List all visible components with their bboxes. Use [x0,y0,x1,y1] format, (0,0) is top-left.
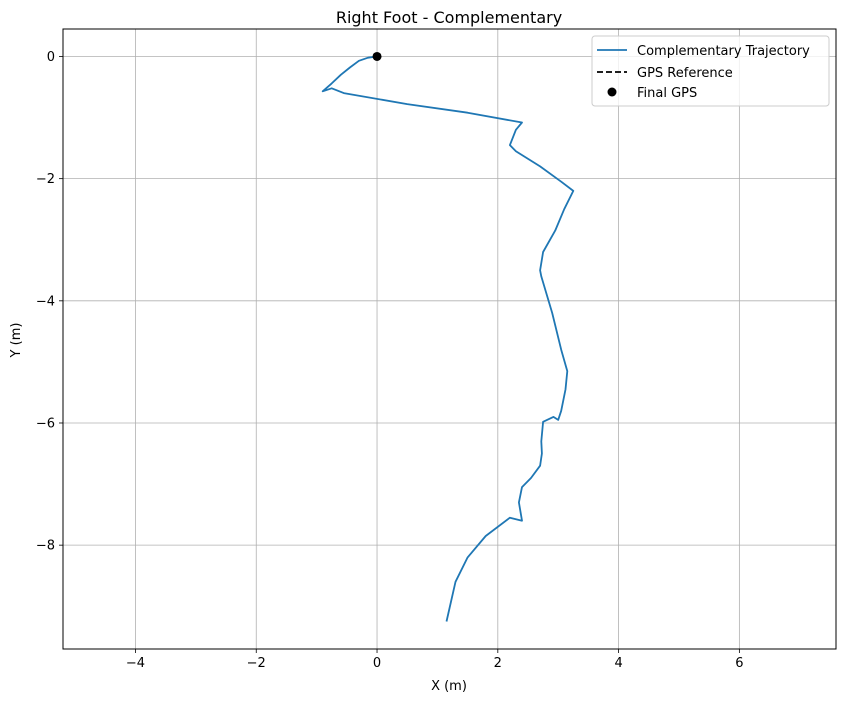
y-tick-label: −4 [36,294,55,309]
x-axis-title: X (m) [431,679,467,694]
plot-frame [62,28,837,650]
x-tick-label: −4 [126,656,145,671]
final-gps-point [372,51,382,61]
x-tick-label: 0 [373,656,381,671]
ticks: −4 −2 0 2 4 6 0 −2 −4 −6 −8 [36,50,744,671]
legend-swatch-final-gps [607,87,617,97]
y-tick-label: −2 [36,172,55,187]
y-tick-label: −6 [36,416,55,431]
legend-label-gps-reference: GPS Reference [637,66,733,81]
plot-data [321,51,575,622]
x-tick-label: −2 [247,656,266,671]
grid [63,29,836,649]
legend-label-final-gps: Final GPS [637,86,697,101]
y-tick-label: −8 [36,539,55,554]
complementary-trajectory-line [321,55,575,622]
y-tick-label: 0 [47,50,55,65]
y-axis-title: Y (m) [9,323,24,359]
legend-label-trajectory: Complementary Trajectory [637,44,810,59]
legend: Complementary Trajectory GPS Reference F… [591,35,830,107]
legend-box [591,35,830,107]
x-tick-label: 2 [494,656,502,671]
chart-title: Right Foot - Complementary [336,8,562,27]
x-tick-label: 6 [735,656,743,671]
x-tick-label: 4 [614,656,622,671]
